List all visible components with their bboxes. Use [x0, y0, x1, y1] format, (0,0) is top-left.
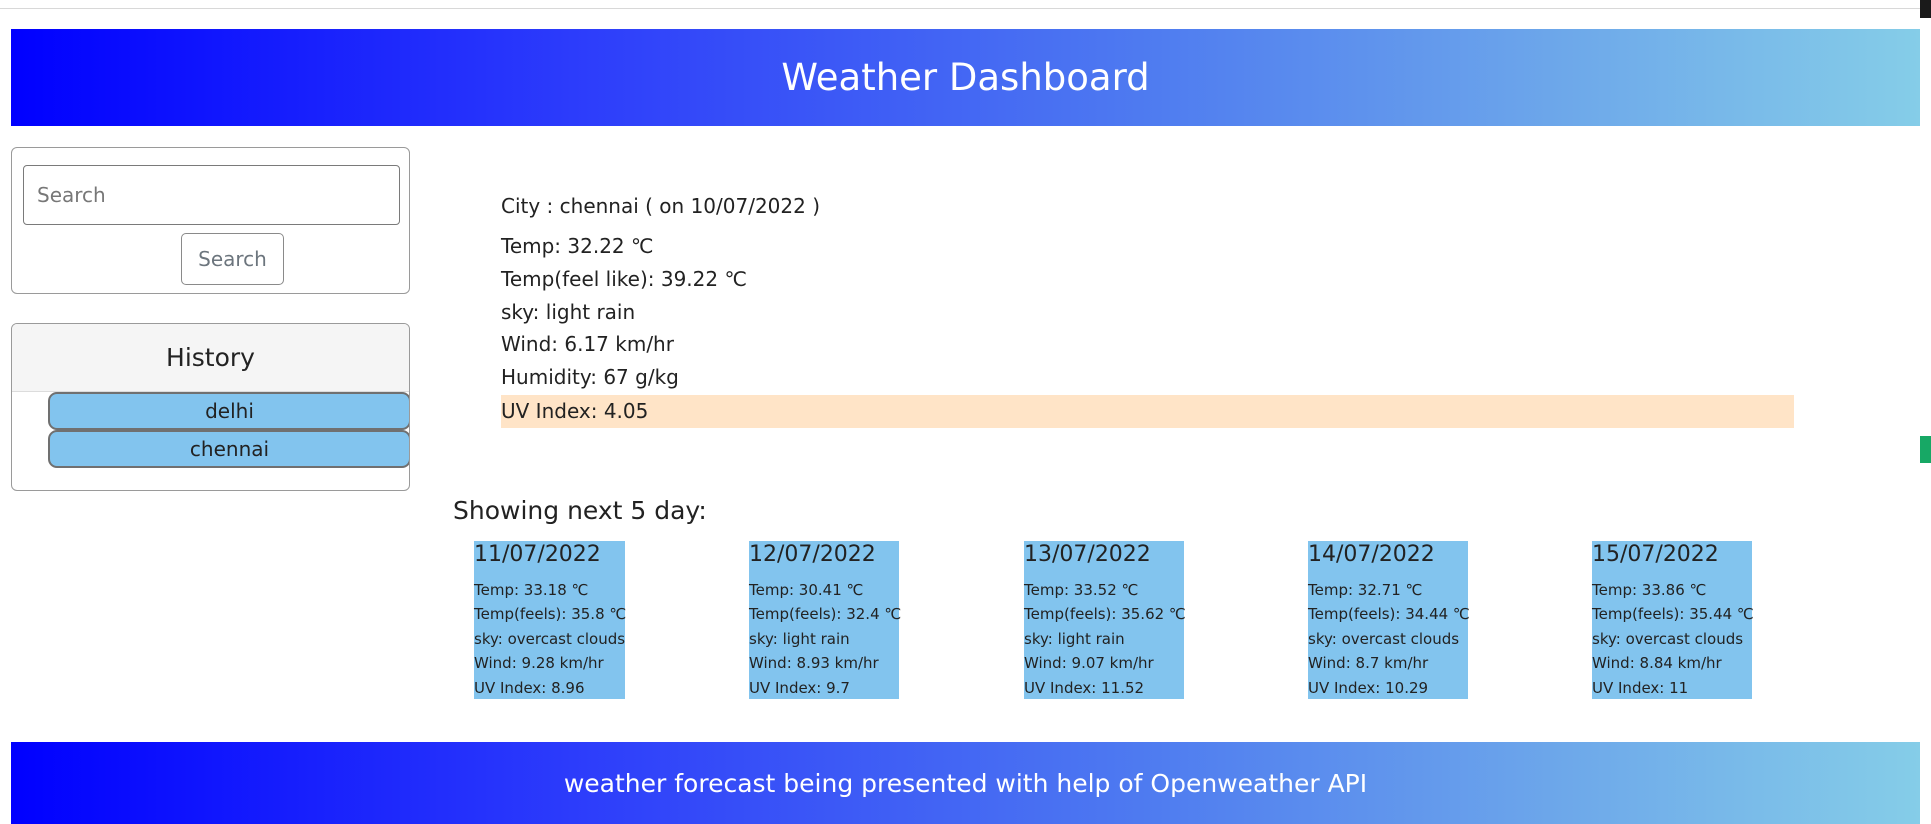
forecast-wind: Wind: 9.07 km/hr — [1024, 654, 1154, 672]
uv-index-highlight: UV Index: 4.05 — [501, 395, 1794, 428]
current-uv: UV Index: 4.05 — [501, 399, 649, 423]
forecast-temp: Temp: 30.41 ℃ — [749, 581, 864, 599]
current-feels-like: Temp(feel like): 39.22 ℃ — [501, 267, 747, 291]
forecast-date: 12/07/2022 — [749, 542, 876, 567]
top-divider — [0, 8, 1920, 9]
history-item-chennai[interactable]: chennai — [48, 430, 409, 468]
forecast-wind: Wind: 8.7 km/hr — [1308, 654, 1429, 672]
forecast-feels: Temp(feels): 35.8 ℃ — [474, 605, 627, 623]
forecast-card-1: 11/07/2022 Temp: 33.18 ℃ Temp(feels): 35… — [474, 541, 627, 699]
search-button[interactable]: Search — [181, 233, 284, 285]
forecast-feels: Temp(feels): 35.44 ℃ — [1592, 605, 1754, 623]
current-temp: Temp: 32.22 ℃ — [501, 234, 654, 258]
history-panel: History delhi chennai — [11, 323, 410, 491]
scrollbar-marker — [1920, 436, 1931, 463]
forecast-temp: Temp: 32.71 ℃ — [1308, 581, 1423, 599]
forecast-date: 11/07/2022 — [474, 542, 601, 567]
current-sky: sky: light rain — [501, 300, 636, 324]
forecast-sky: sky: light rain — [1024, 630, 1125, 648]
forecast-sky: sky: overcast clouds — [474, 630, 626, 648]
app-footer: weather forecast being presented with he… — [11, 742, 1920, 824]
forecast-uv: UV Index: 9.7 — [749, 679, 850, 697]
current-humidity: Humidity: 67 g/kg — [501, 365, 679, 389]
scrollbar-top-edge — [1920, 0, 1931, 18]
forecast-card-5: 15/07/2022 Temp: 33.86 ℃ Temp(feels): 35… — [1592, 541, 1754, 699]
forecast-wind: Wind: 9.28 km/hr — [474, 654, 604, 672]
forecast-wind: Wind: 8.93 km/hr — [749, 654, 879, 672]
forecast-temp: Temp: 33.52 ℃ — [1024, 581, 1139, 599]
page-scrollbar[interactable] — [1920, 0, 1931, 824]
forecast-feels: Temp(feels): 35.62 ℃ — [1024, 605, 1186, 623]
app-header: Weather Dashboard — [11, 29, 1920, 126]
forecast-date: 13/07/2022 — [1024, 542, 1151, 567]
forecast-card-3: 13/07/2022 Temp: 33.52 ℃ Temp(feels): 35… — [1024, 541, 1186, 699]
forecast-uv: UV Index: 10.29 — [1308, 679, 1429, 697]
forecast-uv: UV Index: 11 — [1592, 679, 1689, 697]
forecast-temp: Temp: 33.86 ℃ — [1592, 581, 1707, 599]
forecast-date: 15/07/2022 — [1592, 542, 1719, 567]
forecast-wind: Wind: 8.84 km/hr — [1592, 654, 1722, 672]
forecast-sky: sky: overcast clouds — [1308, 630, 1460, 648]
history-title: History — [12, 324, 409, 392]
forecast-sky: sky: light rain — [749, 630, 850, 648]
current-wind: Wind: 6.17 km/hr — [501, 332, 674, 356]
history-item-delhi[interactable]: delhi — [48, 392, 409, 430]
forecast-card-2: 12/07/2022 Temp: 30.41 ℃ Temp(feels): 32… — [749, 541, 902, 699]
forecast-uv: UV Index: 8.96 — [474, 679, 585, 697]
footer-text: weather forecast being presented with he… — [563, 768, 1368, 798]
forecast-feels: Temp(feels): 32.4 ℃ — [749, 605, 902, 623]
current-city: City : chennai ( on 10/07/2022 ) — [501, 194, 821, 218]
forecast-card-4: 14/07/2022 Temp: 32.71 ℃ Temp(feels): 34… — [1308, 541, 1470, 699]
page-title: Weather Dashboard — [781, 56, 1150, 99]
forecast-temp: Temp: 33.18 ℃ — [474, 581, 589, 599]
search-panel: Search — [11, 147, 410, 294]
forecast-uv: UV Index: 11.52 — [1024, 679, 1145, 697]
forecast-sky: sky: overcast clouds — [1592, 630, 1744, 648]
forecast-feels: Temp(feels): 34.44 ℃ — [1308, 605, 1470, 623]
forecast-title: Showing next 5 day: — [453, 496, 707, 525]
search-input[interactable] — [23, 165, 400, 225]
forecast-date: 14/07/2022 — [1308, 542, 1435, 567]
